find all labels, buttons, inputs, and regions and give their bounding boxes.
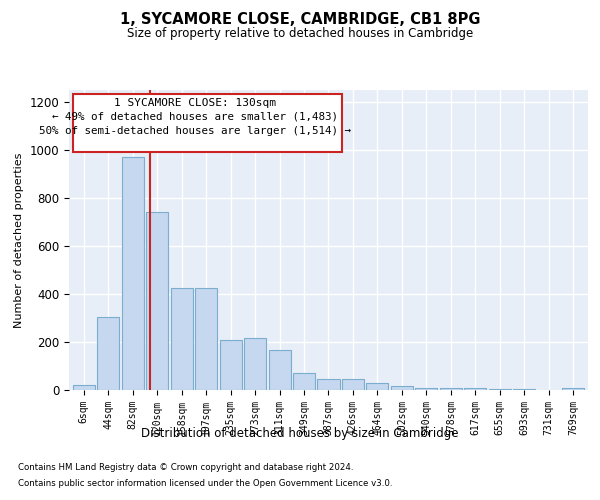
Text: 1 SYCAMORE CLOSE: 130sqm: 1 SYCAMORE CLOSE: 130sqm (114, 98, 276, 108)
Bar (293, 373, 315, 390)
Bar (342, 379, 364, 390)
Text: Contains public sector information licensed under the Open Government Licence v3: Contains public sector information licen… (18, 478, 392, 488)
Text: Distribution of detached houses by size in Cambridge: Distribution of detached houses by size … (141, 428, 459, 440)
Bar (97, 317, 119, 390)
Bar (146, 212, 168, 390)
Text: Size of property relative to detached houses in Cambridge: Size of property relative to detached ho… (127, 28, 473, 40)
Text: 1, SYCAMORE CLOSE, CAMBRIDGE, CB1 8PG: 1, SYCAMORE CLOSE, CAMBRIDGE, CB1 8PG (120, 12, 480, 28)
Text: ← 49% of detached houses are smaller (1,483): ← 49% of detached houses are smaller (1,… (52, 112, 338, 122)
Bar (489, 389, 511, 390)
Bar (244, 338, 266, 390)
Bar (170, 288, 193, 390)
Bar (269, 350, 290, 390)
Bar (562, 388, 584, 390)
Bar (220, 340, 242, 390)
Bar (464, 388, 487, 390)
Text: Contains HM Land Registry data © Crown copyright and database right 2024.: Contains HM Land Registry data © Crown c… (18, 464, 353, 472)
Bar (195, 288, 217, 390)
Bar (440, 388, 462, 390)
Bar (73, 385, 95, 390)
Bar (391, 386, 413, 390)
FancyBboxPatch shape (73, 94, 342, 152)
Bar (317, 379, 340, 390)
Bar (122, 157, 143, 390)
Bar (367, 383, 388, 390)
Y-axis label: Number of detached properties: Number of detached properties (14, 152, 24, 328)
Text: 50% of semi-detached houses are larger (1,514) →: 50% of semi-detached houses are larger (… (39, 126, 351, 136)
Bar (514, 389, 535, 390)
Bar (415, 388, 437, 390)
